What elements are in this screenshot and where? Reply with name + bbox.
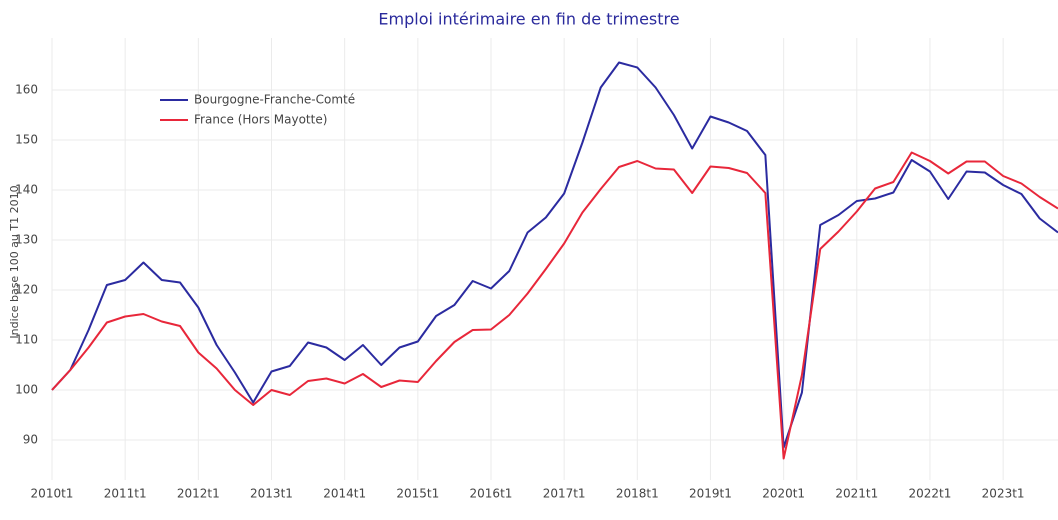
series-line bbox=[51, 151, 1058, 460]
x-tick-label: 2020t1 bbox=[762, 487, 805, 501]
x-tick-label: 2016t1 bbox=[470, 487, 513, 501]
x-tick-label: 2015t1 bbox=[396, 487, 439, 501]
x-tick-label: 2013t1 bbox=[250, 487, 293, 501]
x-tick-label: 2017t1 bbox=[543, 487, 586, 501]
x-tick-label: 2022t1 bbox=[909, 487, 952, 501]
x-tick-label: 2011t1 bbox=[104, 487, 147, 501]
y-tick-label: 150 bbox=[15, 133, 38, 147]
legend-label: France (Hors Mayotte) bbox=[194, 113, 327, 127]
y-tick-label: 160 bbox=[15, 83, 38, 97]
y-tick-label: 110 bbox=[15, 333, 38, 347]
y-tick-label: 140 bbox=[15, 183, 38, 197]
grid bbox=[51, 38, 1058, 480]
x-tick-label: 2018t1 bbox=[616, 487, 659, 501]
x-tick-label: 2014t1 bbox=[323, 487, 366, 501]
x-tick-label: 2021t1 bbox=[835, 487, 878, 501]
y-tick-label: 100 bbox=[15, 383, 38, 397]
series-line bbox=[51, 61, 1058, 449]
y-tick-label: 130 bbox=[15, 233, 38, 247]
chart-title: Emploi intérimaire en fin de trimestre bbox=[378, 10, 679, 29]
y-tick-label: 120 bbox=[15, 283, 38, 297]
x-tick-label: 2010t1 bbox=[31, 487, 74, 501]
y-tick-label: 90 bbox=[23, 433, 38, 447]
x-tick-label: 2019t1 bbox=[689, 487, 732, 501]
legend-label: Bourgogne-Franche-Comté bbox=[194, 93, 355, 107]
x-tick-label: 2023t1 bbox=[982, 487, 1025, 501]
x-tick-label: 2012t1 bbox=[177, 487, 220, 501]
y-axis-title: Indice base 100 au T1 2010 bbox=[8, 185, 21, 338]
